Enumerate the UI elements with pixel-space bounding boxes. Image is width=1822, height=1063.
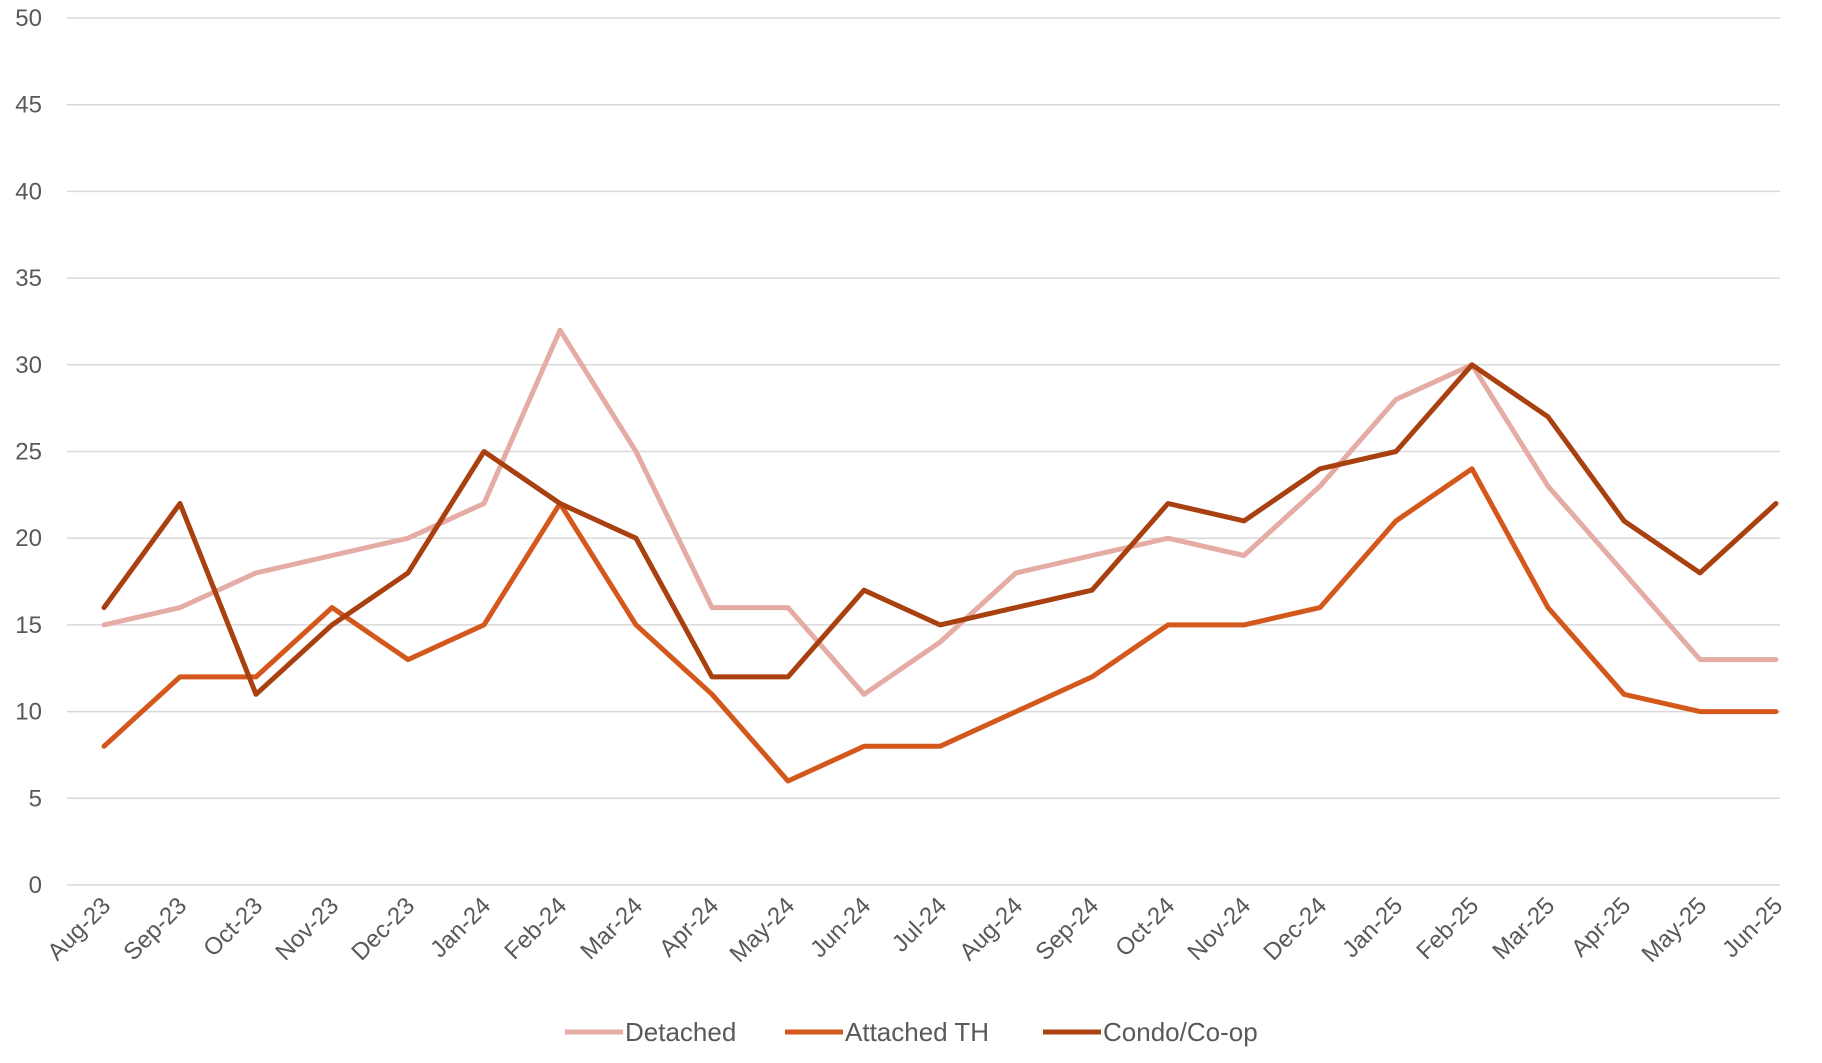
y-tick-label: 10	[15, 699, 42, 726]
x-tick-label: Sep-24	[1030, 892, 1104, 966]
x-tick-label: Apr-24	[654, 892, 724, 962]
x-tick-label: Jul-24	[887, 892, 952, 957]
y-tick-label: 45	[15, 92, 42, 119]
x-tick-label: Dec-24	[1258, 892, 1332, 966]
y-tick-label: 20	[15, 525, 42, 552]
legend: Detached Attached TH Condo/Co-op	[565, 1017, 1258, 1047]
x-tick-label: Nov-23	[270, 892, 344, 966]
y-tick-label: 25	[15, 439, 42, 466]
series-lines	[101, 327, 1779, 784]
x-tick-label: Aug-23	[42, 892, 116, 966]
series-line-condo-co-op	[101, 362, 1779, 697]
legend-label: Condo/Co-op	[1103, 1017, 1258, 1047]
y-tick-label: 35	[15, 265, 42, 292]
legend-label: Attached TH	[845, 1017, 989, 1047]
x-tick-label: May-24	[725, 892, 801, 968]
y-axis-ticks: 0 5 10 15 20 25 30 35 40 45 50	[15, 5, 42, 899]
y-tick-label: 0	[29, 872, 42, 899]
x-tick-label: Jan-25	[1337, 892, 1408, 963]
x-tick-label: Jan-24	[425, 892, 496, 963]
series-line-attached-th	[101, 466, 1779, 784]
x-tick-label: Dec-23	[346, 892, 420, 966]
x-axis-ticks: Aug-23 Sep-23 Oct-23 Nov-23 Dec-23 Jan-24 Feb-…	[42, 892, 1788, 968]
series-line-detached	[101, 327, 1779, 697]
x-tick-label: Feb-25	[1411, 892, 1484, 965]
x-tick-label: May-25	[1637, 892, 1713, 968]
x-tick-label: Oct-24	[1110, 892, 1180, 962]
legend-label: Detached	[625, 1017, 736, 1047]
y-tick-label: 15	[15, 612, 42, 639]
y-tick-label: 50	[15, 5, 42, 32]
y-tick-label: 5	[29, 785, 42, 812]
x-tick-label: Mar-25	[1487, 892, 1560, 965]
x-tick-label: Aug-24	[954, 892, 1028, 966]
y-tick-label: 30	[15, 352, 42, 379]
x-tick-label: Jun-24	[805, 892, 876, 963]
x-tick-label: Sep-23	[118, 892, 192, 966]
gridlines	[67, 17, 1780, 886]
x-tick-label: Mar-24	[575, 892, 648, 965]
y-tick-label: 40	[15, 178, 42, 205]
x-tick-label: Jun-25	[1717, 892, 1788, 963]
x-tick-label: Feb-24	[499, 892, 572, 965]
x-tick-label: Apr-25	[1566, 892, 1636, 962]
x-tick-label: Nov-24	[1182, 892, 1256, 966]
x-tick-label: Oct-23	[198, 892, 268, 962]
